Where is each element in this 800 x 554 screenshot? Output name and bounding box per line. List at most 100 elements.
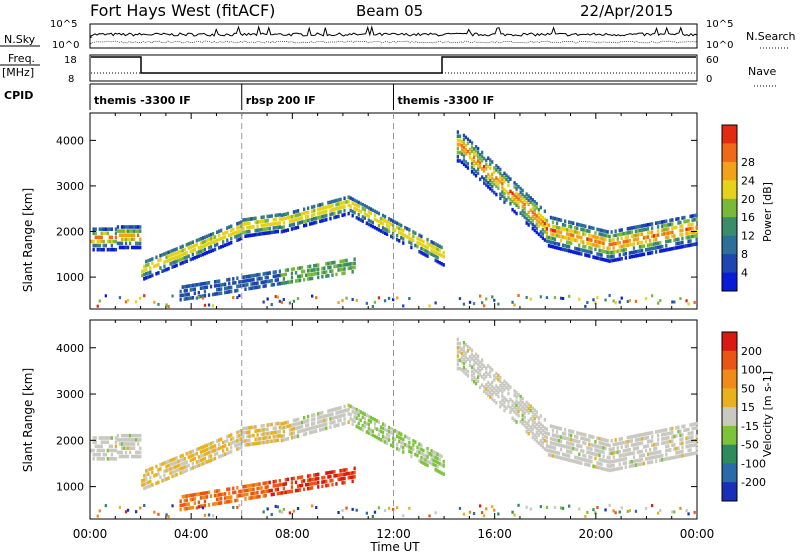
power-cell <box>515 211 518 216</box>
power-cell <box>679 245 682 249</box>
power-cell <box>298 216 302 221</box>
power-cell <box>213 247 217 252</box>
power-cell <box>185 259 188 263</box>
power-cell <box>622 231 625 236</box>
power-cell <box>499 180 502 184</box>
power-cell <box>396 296 399 300</box>
velocity-cell <box>325 471 328 475</box>
velocity-cell <box>618 437 621 441</box>
power-cell <box>323 214 326 218</box>
power-cell <box>400 223 403 228</box>
velocity-cell <box>642 453 646 457</box>
power-cell <box>345 258 348 263</box>
power-cell <box>191 244 194 249</box>
velocity-cell <box>264 436 267 440</box>
velocity-cell <box>614 511 617 515</box>
velocity-cell <box>321 423 324 427</box>
velocity-cell <box>135 438 138 442</box>
velocity-cell <box>479 360 482 365</box>
velocity-cell <box>341 481 344 485</box>
velocity-cell <box>288 511 292 515</box>
colorbar-swatch <box>722 217 737 237</box>
velocity-cell <box>385 433 389 437</box>
power-cell <box>483 156 486 161</box>
velocity-cell <box>250 492 253 496</box>
freq-tick-top: 18 <box>64 55 77 66</box>
power-cell <box>124 233 128 237</box>
power-cell <box>547 235 551 240</box>
power-cell <box>509 197 512 202</box>
power-cell <box>209 241 213 245</box>
power-cell <box>234 231 237 235</box>
power-cell <box>400 231 403 236</box>
velocity-cell <box>456 341 459 346</box>
velocity-cell <box>307 482 310 487</box>
power-cell <box>559 296 563 300</box>
power-cell <box>472 171 476 176</box>
power-cell <box>651 234 654 239</box>
velocity-cell <box>517 393 520 397</box>
velocity-cell <box>286 424 290 429</box>
power-cell <box>472 302 476 306</box>
velocity-cell <box>470 369 474 374</box>
power-cell <box>385 232 389 236</box>
power-cell <box>195 283 198 287</box>
power-cell <box>667 227 670 231</box>
velocity-cell <box>622 457 625 461</box>
power-cell <box>620 256 623 261</box>
power-cell <box>311 268 314 272</box>
velocity-cell <box>276 430 279 434</box>
velocity-cell <box>296 434 300 438</box>
cpid-segment-label: themis -3300 IF <box>398 94 495 107</box>
velocity-cell <box>464 351 468 355</box>
power-cell <box>244 218 247 222</box>
power-cell <box>481 150 484 155</box>
velocity-cell <box>173 457 176 461</box>
velocity-cell <box>309 474 312 478</box>
velocity-cell <box>483 376 486 381</box>
velocity-cell <box>479 385 482 390</box>
power-cell <box>161 253 164 257</box>
velocity-cell <box>402 437 405 442</box>
power-cell <box>268 279 271 283</box>
velocity-cell <box>213 489 217 494</box>
power-cell <box>477 171 480 176</box>
power-cell <box>230 236 233 241</box>
power-cell <box>679 224 682 229</box>
velocity-cell <box>323 475 326 480</box>
power-cell <box>416 240 419 245</box>
power-cell <box>695 238 698 242</box>
power-cell <box>675 225 678 230</box>
velocity-cell <box>458 358 462 363</box>
velocity-cell <box>408 449 411 453</box>
power-cell <box>189 296 192 300</box>
velocity-cell <box>632 434 636 439</box>
power-cell <box>321 210 324 215</box>
velocity-cell <box>250 434 253 438</box>
power-cell <box>481 158 484 163</box>
power-cell <box>199 245 203 249</box>
velocity-cell <box>381 422 385 426</box>
power-cell <box>102 239 105 244</box>
power-cell <box>590 238 593 242</box>
power-cell <box>685 231 688 236</box>
nave-tick-bottom: 0 <box>706 74 712 85</box>
power-cell <box>329 265 332 269</box>
velocity-cell <box>602 458 605 463</box>
velocity-cell <box>373 510 377 514</box>
velocity-cell <box>197 500 200 505</box>
velocity-cell <box>209 458 213 462</box>
velocity-cell <box>195 506 198 510</box>
power-cell <box>347 266 350 271</box>
velocity-cell <box>327 471 330 475</box>
velocity-cell <box>432 458 435 463</box>
power-cell <box>331 212 334 216</box>
power-cell <box>195 251 198 255</box>
velocity-cell <box>343 421 346 426</box>
power-cell <box>600 240 603 245</box>
power-cell <box>282 298 285 301</box>
freq-panel: Freq. [MHz] 18 8 60 0 Nave <box>0 52 776 87</box>
power-cell <box>139 225 142 229</box>
velocity-cell <box>466 357 470 361</box>
power-cell <box>238 280 241 284</box>
